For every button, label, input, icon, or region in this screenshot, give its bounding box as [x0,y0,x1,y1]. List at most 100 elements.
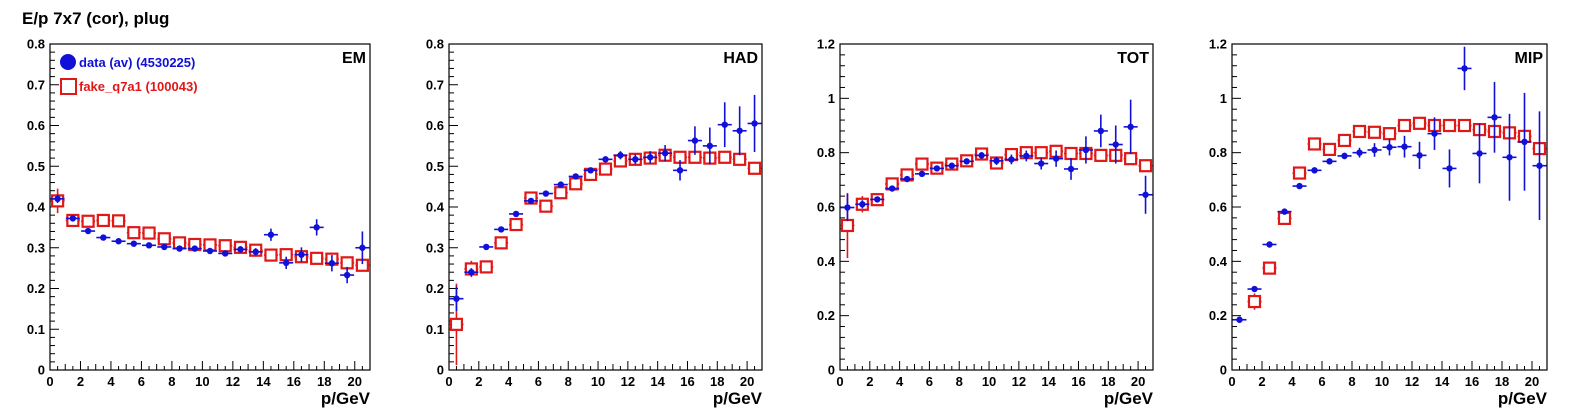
data-point [468,269,475,276]
fake-point [1457,118,1472,133]
data-point [1038,160,1045,167]
panel-em: 0 2 4 6 8 10 12 14 16 18 20 0 0.1 0.2 0.3 0.4 0.5 0.6 0.7 0… [27,37,371,409]
x-tick-label: 16 [287,374,301,389]
plot-frame [448,43,763,371]
panel-label: TOT [1117,50,1149,67]
fake-point [1124,152,1138,166]
data-point [252,248,259,256]
x-tick-label: 4 [505,374,513,389]
fake-point [96,213,110,228]
data-point [1416,152,1423,159]
data-point [1008,156,1015,163]
x-tick-label: 6 [1318,374,1325,389]
data-point [874,196,881,203]
fake-point [1307,137,1322,151]
data-point [721,121,728,128]
x-tick-label: 12 [226,374,240,389]
data-point [1082,146,1090,154]
plot-frame [1231,43,1548,371]
data-point [587,167,594,174]
data-point [1341,152,1348,160]
data-point [1311,167,1318,174]
data-point [1386,144,1393,151]
fake-point [915,157,929,171]
y-tick-label: 0.6 [27,118,45,133]
data-point [1506,154,1513,161]
x-axis-label: p/GeV [321,389,371,408]
x-tick-label: 0 [46,374,53,389]
x-tick-label: 2 [475,374,482,389]
fake-point [569,177,583,191]
panel-label: HAD [723,50,758,67]
fake-point [1367,125,1382,139]
data-point [1281,208,1288,215]
y-tick-label: 0.6 [1209,200,1227,215]
panel-label: MIP [1515,50,1544,67]
x-tick-label: 0 [445,374,452,389]
fake-point [1064,146,1078,161]
data-point [222,250,229,257]
fake-point [310,251,324,265]
data-point [888,185,896,192]
plot-frame [839,43,1154,371]
legend: data (av) (4530225) fake_q7a1 (100043) [60,54,198,95]
fake-point [157,232,171,246]
fake-point [1352,124,1367,139]
x-tick-label: 14 [1041,374,1056,389]
x-tick-label: 18 [710,374,724,389]
panel-label: EM [342,50,366,67]
x-tick-label: 20 [1131,374,1145,389]
fake-point [1292,166,1307,180]
y-tick-label: 0.8 [27,37,45,52]
data-point [328,260,336,267]
x-tick-label: 10 [591,374,605,389]
fake-point [1397,118,1412,133]
data-point [844,204,851,211]
x-tick-label: 14 [650,374,665,389]
fake-point [81,214,95,228]
data-point [343,271,351,279]
data-point [237,246,244,253]
y-tick-label: 0.5 [27,159,45,174]
data-point [859,201,866,208]
data-point [1296,182,1303,190]
legend-marker-data [60,54,76,70]
x-tick-label: 8 [168,374,175,389]
data-point [1446,165,1453,172]
fake-point [1382,127,1397,141]
fake-point [539,199,553,213]
x-tick-label: 12 [1012,374,1026,389]
y-tick-label: 0.6 [817,200,835,215]
data-point [963,158,970,165]
data-point [1023,152,1030,160]
x-tick-label: 0 [836,374,843,389]
data-point [736,127,743,134]
figure-title: E/p 7x7 (cor), plug [22,9,170,28]
panel-tot: 0 2 4 6 8 10 12 14 16 18 20 0 0.2 0.4 0.6 0.8 1 1.2 p/GeV T… [817,37,1154,409]
x-tick-label: 2 [1258,374,1265,389]
fake-point [494,236,508,250]
data-point [84,227,92,235]
fake-point [1337,133,1352,148]
data-point [191,245,198,252]
plot-area [840,99,1153,259]
y-tick-label: 1 [1220,91,1227,106]
y-tick-label: 0 [437,363,444,378]
x-tick-label: 4 [107,374,115,389]
data-point [1097,127,1105,135]
y-tick-label: 0 [38,363,45,378]
y-tick-label: 1.2 [1209,37,1227,52]
data-point [1356,149,1363,156]
data-point [453,295,460,302]
x-tick-label: 4 [896,374,904,389]
data-point [751,120,758,127]
x-tick-label: 20 [740,374,754,389]
data-point [1431,130,1438,137]
fake-point [1247,294,1262,309]
fake-point [1138,159,1153,173]
legend-label-fake: fake_q7a1 (100043) [79,79,198,94]
data-point [176,245,183,252]
data-point [161,243,168,251]
data-point [298,251,305,258]
data-point [1112,141,1119,148]
